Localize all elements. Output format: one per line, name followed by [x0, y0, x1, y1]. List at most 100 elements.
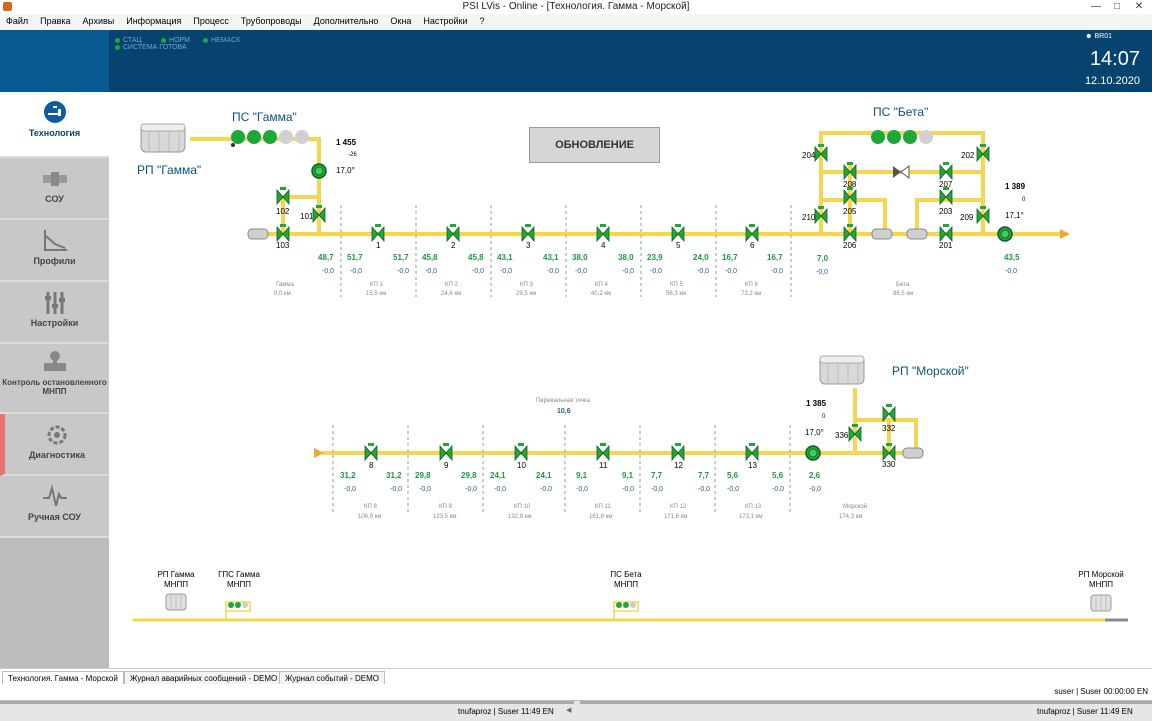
flow-value: 48,7 — [318, 253, 334, 262]
flow-value: 31,2 — [386, 471, 402, 480]
gamma-small-value: -26 — [348, 152, 357, 158]
valve-label: 9 — [444, 461, 449, 470]
dp-value: -0,0 — [419, 486, 432, 493]
profile-chart-icon — [43, 230, 67, 251]
user-icon: ☻ — [1085, 33, 1095, 40]
menu-file[interactable]: Файл — [6, 16, 29, 26]
overview-ps-beta-label[interactable]: ПС Бета МНПП — [610, 570, 642, 589]
faucet-icon — [43, 101, 66, 123]
status-stac: СТАЦ — [115, 37, 142, 44]
section-name: Гамма — [276, 282, 294, 288]
valve-label: 332 — [882, 424, 896, 433]
section-km: 132,9 км — [508, 514, 532, 520]
menu-process[interactable]: Процесс — [193, 16, 229, 26]
flow-value: 38,0 — [618, 253, 634, 262]
flow-value: 51,7 — [347, 253, 363, 262]
flow-value: 9,1 — [576, 471, 588, 480]
section-km: 29,5 км — [516, 291, 537, 297]
valve-label: 2 — [451, 241, 456, 250]
valve-label: 201 — [939, 241, 953, 250]
top-flow-arrow — [1060, 229, 1070, 239]
ps-beta-label: ПС "Бета" — [873, 105, 929, 119]
pass-point-label: Перевальная точка — [536, 398, 591, 404]
section-km: 174,3 км — [839, 514, 863, 520]
overview-ggps-gamma-label[interactable]: ГПС Гамма МНПП — [218, 570, 260, 589]
sidebar-item-technology[interactable]: Технология — [0, 92, 109, 158]
menu-help[interactable]: ? — [479, 16, 485, 26]
sidebar-item-sou[interactable]: СОУ — [0, 158, 109, 220]
menu-windows[interactable]: Окна — [390, 16, 412, 26]
sidebar-item-label: Ручная СОУ — [27, 512, 82, 522]
valve-label: 209 — [960, 213, 974, 222]
menu-pipelines[interactable]: Трубопроводы — [240, 16, 302, 26]
clock-date: 12.10.2020 — [1084, 75, 1140, 87]
dp-value: -0,0 — [651, 486, 664, 493]
flow-value: 43,1 — [497, 253, 513, 262]
dp-value: -0,0 — [576, 486, 589, 493]
valve-label: 206 — [843, 241, 857, 250]
section-km: 123,5 км — [433, 514, 457, 520]
ps-gamma-label: ПС "Гамма" — [232, 110, 297, 124]
valve-label: 205 — [843, 207, 857, 216]
sidebar-item-label: Диагностика — [29, 450, 85, 460]
dp-value: -0,0 — [465, 486, 478, 493]
beta-pressure: 1 389 — [1005, 182, 1026, 191]
morskoy-pressure: 1 385 — [806, 399, 827, 408]
flow-value: 51,7 — [393, 253, 409, 262]
valve-label: 336 — [835, 431, 849, 440]
valve-label: 3 — [526, 241, 531, 250]
pump-morskoy — [902, 447, 924, 459]
user-label: ☻ BR01 — [1085, 33, 1112, 40]
section-km: 73,2 км — [741, 291, 762, 297]
refresh-button[interactable]: ОБНОВЛЕНИЕ — [529, 127, 660, 163]
status-line: suser | Suser 00:00:00 EN — [0, 684, 1152, 700]
pipe-icon — [42, 172, 67, 186]
sidebar-item-stopped-control[interactable]: Контроль остановленного МНПП — [0, 344, 109, 414]
gear-icon — [47, 425, 67, 445]
dp-value: -0,0 — [650, 268, 663, 275]
pulse-icon — [42, 484, 67, 507]
menu-settings[interactable]: Настройки — [423, 16, 468, 26]
tab-event-journal[interactable]: Журнал событий - DEMO — [279, 671, 385, 685]
sidebar-item-manual-sou[interactable]: Ручная СОУ — [0, 476, 109, 538]
section-name: КП 2 — [445, 282, 458, 288]
valve-label: 1 — [376, 241, 381, 250]
valve-gauge-icon — [43, 351, 66, 371]
minimize-button[interactable]: — — [1091, 1, 1101, 12]
flow-value: 45,8 — [422, 253, 438, 262]
sidebar-item-profiles[interactable]: Профили — [0, 220, 109, 282]
valve-label: 6 — [750, 241, 755, 250]
dp-value: -0,0 — [540, 486, 553, 493]
menu-edit[interactable]: Правка — [40, 16, 71, 26]
flow-value: 24,1 — [536, 471, 552, 480]
scroll-left-icon[interactable]: ◀ — [566, 707, 572, 714]
dp-value: -0,0 — [397, 268, 410, 275]
dp-value: -0,0 — [622, 268, 635, 275]
pass-point-value: 10,6 — [557, 408, 571, 415]
tab-alarm-journal[interactable]: Журнал аварийных сообщений - DEMO — [124, 671, 284, 685]
sidebar-item-label: СОУ — [45, 194, 64, 204]
menu-archives[interactable]: Архивы — [82, 16, 115, 26]
menu-extra[interactable]: Дополнительно — [313, 16, 379, 26]
flow-meter-morskoy — [805, 445, 821, 461]
valve-label: 203 — [939, 207, 953, 216]
overview-rp-morskoy-label[interactable]: РП Морской МНПП — [1078, 570, 1124, 589]
sidebar-item-settings[interactable]: Настройки — [0, 282, 109, 344]
close-button[interactable]: ✕ — [1134, 1, 1144, 12]
sidebar-item-label: Профили — [33, 256, 76, 266]
dp-value: -0,0 — [809, 486, 822, 493]
taskbar-left-info: tnufaproz | Suser 11:49 EN — [458, 707, 554, 716]
tab-technology[interactable]: Технология. Гамма - Морской — [2, 671, 124, 685]
section-name: КП 9 — [439, 504, 452, 510]
status-user: suser | Suser 00:00:00 EN — [1054, 687, 1148, 696]
sidebar-item-diagnostics[interactable]: Диагностика — [0, 414, 109, 476]
valve-label: 12 — [674, 461, 683, 470]
section-km: 86,5 км — [893, 291, 914, 297]
flow-value: 9,1 — [622, 471, 634, 480]
overview-rp-gamma-label[interactable]: РП Гамма МНПП — [157, 570, 195, 589]
overview-rp-morskoy-tank — [1090, 594, 1112, 612]
morskoy-temperature: 17,0° — [805, 428, 824, 437]
maximize-button[interactable]: □ — [1113, 1, 1121, 12]
section-km: 56,3 км — [666, 291, 687, 297]
menu-info[interactable]: Информация — [126, 16, 182, 26]
